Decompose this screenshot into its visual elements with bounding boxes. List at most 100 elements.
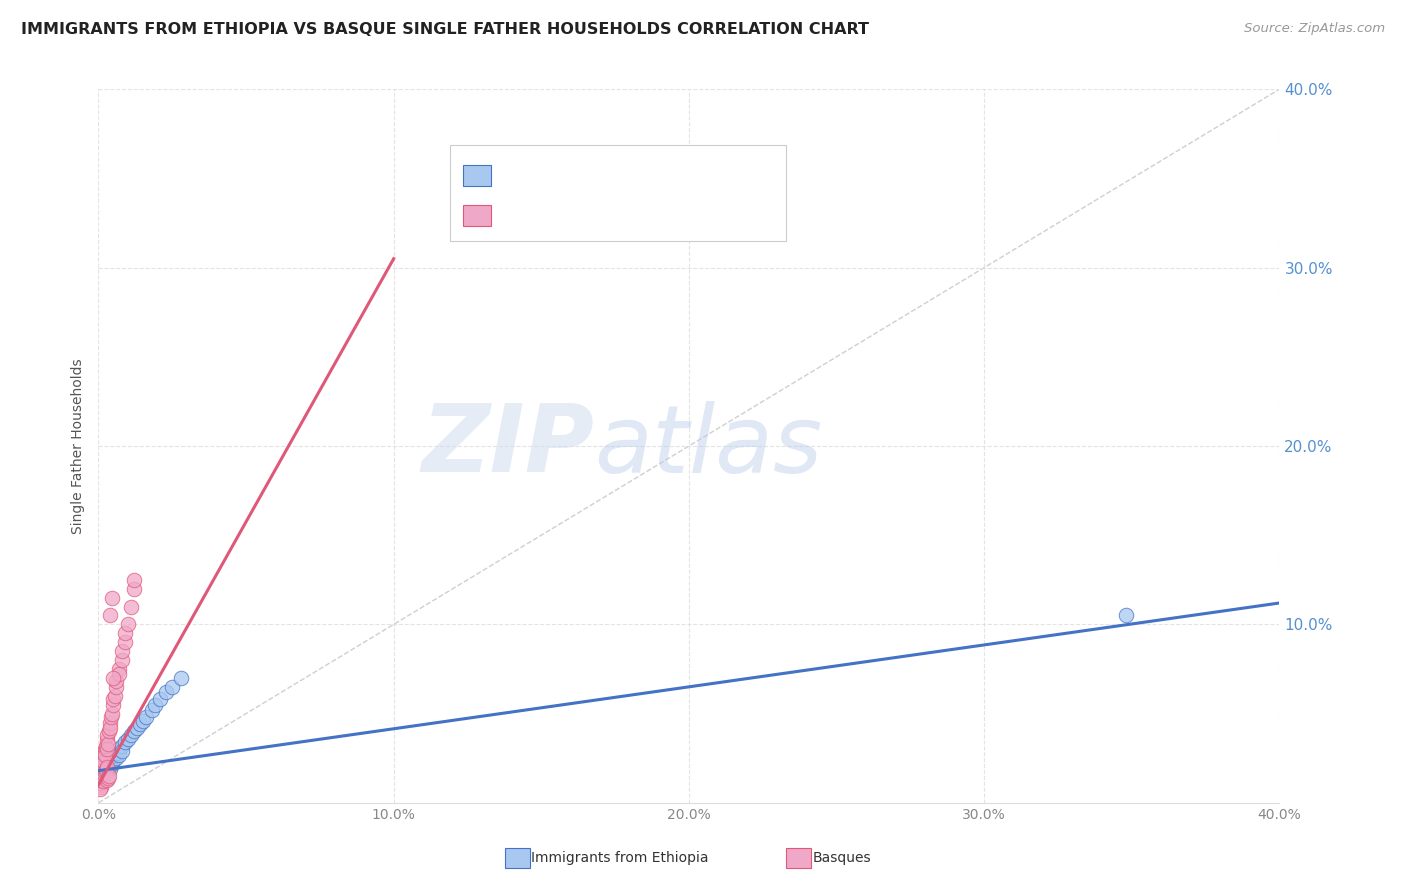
Point [98, 755, 121, 769]
Point [105, 751, 128, 765]
Point [98, 762, 121, 776]
Point [100, 756, 122, 771]
Point [103, 753, 125, 767]
Point [117, 617, 139, 632]
Point [90, 772, 112, 787]
Point [103, 749, 125, 764]
Point [149, 692, 172, 706]
Point [96, 756, 118, 771]
Point [98, 608, 121, 623]
Point [91, 767, 114, 781]
Point [96, 742, 118, 756]
Point [122, 573, 145, 587]
Point [162, 680, 183, 694]
Point [98, 721, 121, 735]
Point [93, 765, 115, 780]
Point [114, 635, 136, 649]
Point [96, 764, 118, 778]
Point [91, 755, 114, 769]
Point [97, 771, 120, 785]
Point [143, 698, 166, 712]
Point [90, 771, 112, 785]
Point [89, 781, 111, 796]
Point [90, 756, 112, 771]
Point [94, 747, 117, 762]
Point [100, 706, 122, 721]
Point [111, 644, 134, 658]
Point [97, 724, 120, 739]
Point [105, 746, 128, 760]
Point [108, 742, 131, 756]
Point [89, 774, 111, 789]
Point [94, 739, 117, 753]
Point [93, 751, 115, 765]
Point [93, 746, 115, 760]
Point [105, 680, 128, 694]
Point [104, 689, 127, 703]
Point [90, 760, 112, 774]
Point [91, 753, 114, 767]
Point [98, 769, 121, 783]
Point [104, 747, 127, 762]
Point [91, 758, 114, 772]
Point [94, 762, 117, 776]
Point [97, 737, 120, 751]
Point [90, 778, 112, 792]
Point [96, 772, 118, 787]
Point [96, 733, 118, 747]
Point [91, 762, 114, 776]
Text: atlas: atlas [595, 401, 823, 491]
Point [93, 755, 115, 769]
Point [94, 755, 117, 769]
Point [170, 671, 193, 685]
Point [94, 760, 117, 774]
Point [103, 671, 125, 685]
Point [98, 758, 121, 772]
Point [94, 758, 117, 772]
Point [93, 756, 115, 771]
Text: R = 0.769   N = 60: R = 0.769 N = 60 [498, 206, 668, 224]
Text: Basques: Basques [813, 851, 872, 865]
Point [100, 710, 122, 724]
Point [117, 731, 139, 746]
Point [122, 582, 145, 596]
Point [114, 626, 136, 640]
Point [96, 728, 118, 742]
Point [90, 769, 112, 783]
Point [141, 703, 163, 717]
Point [97, 756, 120, 771]
Point [100, 751, 122, 765]
Point [91, 774, 114, 789]
Point [97, 760, 120, 774]
Text: ZIP: ZIP [422, 400, 595, 492]
Point [91, 749, 114, 764]
Point [135, 710, 157, 724]
Point [114, 735, 136, 749]
Point [89, 764, 111, 778]
Point [89, 769, 111, 783]
Point [96, 753, 118, 767]
Text: R = 0.671   N = 50: R = 0.671 N = 50 [498, 167, 668, 185]
Point [90, 765, 112, 780]
Point [93, 760, 115, 774]
Point [93, 758, 115, 772]
Point [90, 760, 112, 774]
Point [122, 724, 145, 739]
Point [1115, 608, 1137, 623]
Point [111, 744, 134, 758]
Point [91, 769, 114, 783]
Point [98, 715, 121, 730]
Y-axis label: Single Father Households: Single Father Households [72, 359, 86, 533]
Text: IMMIGRANTS FROM ETHIOPIA VS BASQUE SINGLE FATHER HOUSEHOLDS CORRELATION CHART: IMMIGRANTS FROM ETHIOPIA VS BASQUE SINGL… [21, 22, 869, 37]
Point [111, 739, 134, 753]
Point [89, 776, 111, 790]
Point [100, 591, 122, 605]
Text: Source: ZipAtlas.com: Source: ZipAtlas.com [1244, 22, 1385, 36]
Point [155, 685, 177, 699]
Point [96, 760, 118, 774]
Point [111, 653, 134, 667]
Point [103, 692, 125, 706]
Point [103, 698, 125, 712]
Point [108, 667, 131, 681]
Point [94, 764, 117, 778]
